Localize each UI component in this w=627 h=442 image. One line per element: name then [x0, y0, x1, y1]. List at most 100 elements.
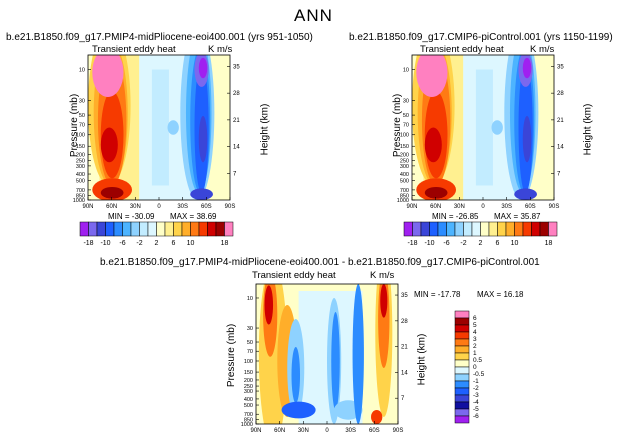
colorbar-top-left-label: 18	[221, 240, 229, 247]
panel2-xtick-label: 0	[481, 204, 485, 210]
colorbar-top-left-swatch	[88, 221, 98, 237]
sh-red-upper	[380, 284, 388, 318]
panel1-htick-label: 35	[233, 64, 240, 70]
panel1-xtick-label: 90N	[82, 204, 93, 210]
panel1-ytick-label: 150	[76, 144, 85, 150]
nh-surface-core	[100, 186, 124, 199]
nh-blue	[291, 347, 301, 403]
panel3-xtick-label: 0	[325, 428, 329, 434]
colorbar-top-right-swatch	[446, 221, 456, 237]
panel3-field	[256, 284, 398, 424]
colorbar-top-right-swatch	[531, 221, 541, 237]
colorbar-top-right-label: 10	[511, 240, 519, 247]
panel1-plot	[87, 54, 231, 201]
colorbar-top-right-swatch	[522, 221, 532, 237]
colorbar-top-right-swatch	[488, 221, 498, 237]
panel3-ytick-label: 100	[244, 359, 253, 365]
colorbar-top-right-label: -10	[424, 240, 434, 247]
colorbar-top-right-swatch	[480, 221, 490, 237]
trop-blue	[331, 312, 340, 410]
colorbar-top-right-swatch	[497, 221, 507, 237]
panel1-field	[88, 55, 230, 200]
colorbar-diff-swatch	[454, 338, 470, 347]
panel2-ytick-label: 1000	[397, 198, 409, 204]
nh-red-upper	[264, 285, 274, 325]
colorbar-diff-label: 4	[473, 329, 477, 336]
colorbar-diff-label: 1	[473, 350, 477, 357]
panel1-units: K m/s	[208, 44, 233, 55]
panel1-xtick-label: 0	[157, 204, 161, 210]
sh-surface-navy	[190, 188, 213, 200]
colorbar-top-right-swatch	[514, 221, 524, 237]
colorbar-top-left-swatch	[147, 221, 157, 237]
sh-blue-column	[352, 284, 364, 424]
panel1-ytick-label: 300	[76, 164, 85, 170]
colorbar-diff-swatch	[454, 366, 470, 375]
panel1-htick-label: 21	[233, 118, 240, 124]
colorbar-top-right-swatch	[420, 221, 430, 237]
panel2-subtitle: Transient eddy heat	[420, 44, 504, 55]
colorbar-diff-label: -0.5	[473, 371, 485, 378]
colorbar-top-right-swatch	[437, 221, 447, 237]
sh-strat-purple	[522, 57, 532, 79]
colorbar-top-left-label: 10	[187, 240, 195, 247]
colorbar-top-left-label: 2	[155, 240, 159, 247]
panel3-xtick-label: 60N	[274, 428, 285, 434]
panel1-title: b.e21.B1850.f09_g17.PMIP4-midPliocene-eo…	[6, 32, 313, 43]
panel1-xtick-label: 60N	[106, 204, 117, 210]
panel2-xtick-label: 90S	[549, 204, 560, 210]
colorbar-top-right-swatch	[412, 221, 422, 237]
colorbar-diff-swatch	[454, 373, 470, 382]
panel3-ytick-label: 400	[244, 397, 253, 403]
colorbar-top-right	[403, 221, 558, 237]
panel1-xtick-label: 60S	[201, 204, 212, 210]
panel1-ytick-label: 100	[76, 133, 85, 139]
figure-title: ANN	[294, 6, 333, 25]
panel3-min: MIN = -17.78	[414, 290, 461, 299]
colorbar-top-right-swatch	[429, 221, 439, 237]
panel3-ytick-label: 30	[247, 326, 253, 332]
panel2-xtick-label: 30S	[501, 204, 512, 210]
sh-navy-core	[522, 115, 532, 163]
colorbar-top-left-swatch	[79, 221, 89, 237]
panel1-subtitle: Transient eddy heat	[92, 44, 176, 55]
panel1-ytick-label: 50	[79, 113, 85, 119]
nh-strat-pink	[92, 55, 124, 98]
panel3-htick-label: 7	[401, 396, 405, 402]
tropical-blue-spot	[167, 120, 179, 135]
panel3-htick-label: 28	[401, 319, 408, 325]
colorbar-diff-swatch	[454, 408, 470, 417]
panel2-title: b.e21.B1850.f09_g17.CMIP6-piControl.001 …	[349, 32, 613, 43]
colorbar-top-left-swatch	[105, 221, 115, 237]
panel1-htick-label: 14	[233, 145, 240, 151]
panel2-min: MIN = -26.85	[432, 212, 479, 221]
panel3-ytick-label: 200	[244, 378, 253, 384]
sh-surface-navy	[514, 188, 537, 200]
colorbar-top-left-swatch	[122, 221, 132, 237]
panel1-htick-label: 28	[233, 91, 240, 97]
sh-surface-red	[371, 410, 383, 424]
colorbar-top-left-swatch	[207, 221, 217, 237]
panel2-htick-label: 28	[557, 91, 564, 97]
colorbar-top-left	[79, 221, 234, 237]
panel3-htick-label: 21	[401, 345, 408, 351]
colorbar-top-right-label: 6	[496, 240, 500, 247]
panel3-htick-label: 14	[401, 370, 408, 376]
colorbar-top-left-swatch	[224, 221, 234, 237]
colorbar-diff-swatch	[454, 401, 470, 410]
colorbar-top-right-swatch	[454, 221, 464, 237]
colorbar-top-left-swatch	[139, 221, 149, 237]
panel2-ytick-label: 30	[403, 99, 409, 105]
panel2-xtick-label: 60N	[430, 204, 441, 210]
panel3-ytick-label: 150	[244, 370, 253, 376]
colorbar-top-left-swatch	[181, 221, 191, 237]
tropical-blue-spot	[491, 120, 503, 135]
nh-strat-pink	[416, 55, 448, 98]
panel1-max: MAX = 38.69	[170, 212, 217, 221]
tropics-light-blue	[475, 69, 493, 186]
panel2-xtick-label: 30N	[454, 204, 465, 210]
colorbar-diff-label: 6	[473, 315, 477, 322]
panel3-ytick-label: 70	[247, 349, 253, 355]
colorbar-diff-swatch	[454, 345, 470, 354]
panel1-ytick-label: 70	[79, 123, 85, 129]
